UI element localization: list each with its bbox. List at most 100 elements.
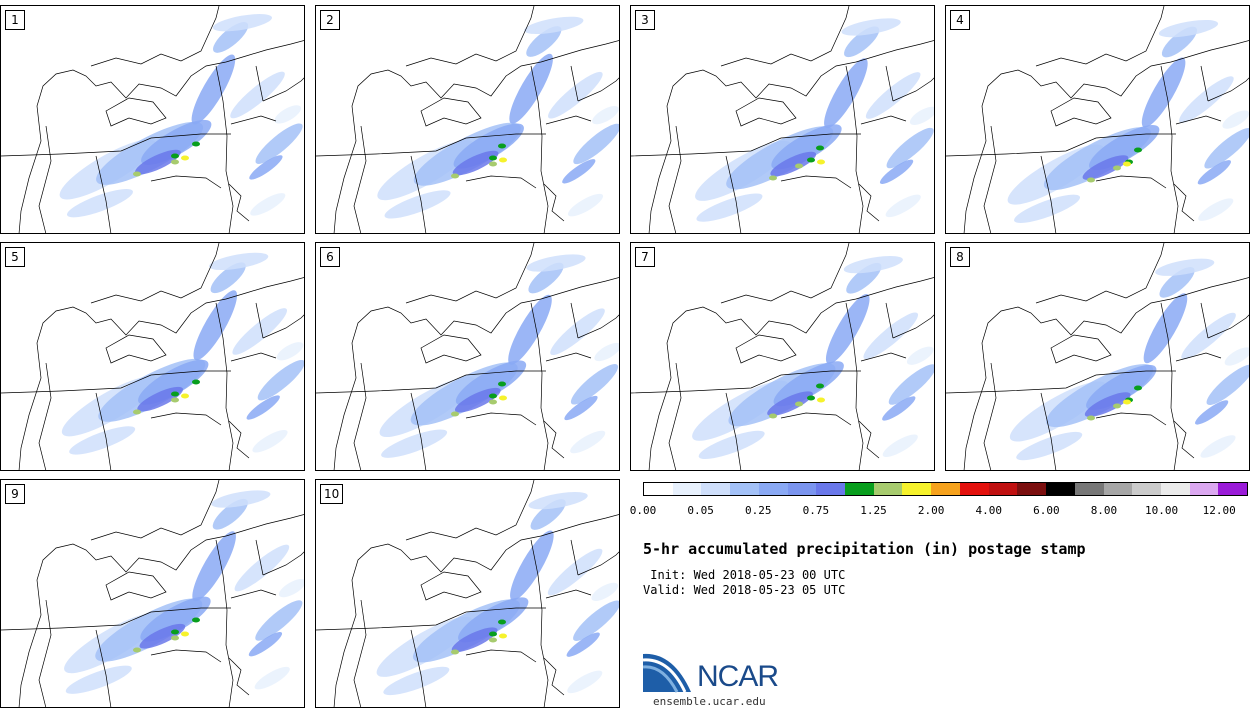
precip-area (547, 548, 603, 596)
boundary-line (410, 629, 427, 707)
heavy-precip-cell (192, 379, 200, 385)
member-number: 5 (5, 247, 25, 267)
boundary-line (543, 657, 565, 696)
boundary-line (90, 480, 220, 541)
precip-area (509, 53, 553, 124)
boundary-line (90, 243, 220, 304)
precip-area (212, 14, 273, 32)
boundary-line (1207, 314, 1249, 339)
precip-area (1206, 364, 1249, 406)
precip-area (879, 159, 914, 184)
precip-area (573, 600, 619, 642)
precip-map (316, 6, 619, 233)
colorbar-cell (988, 483, 1018, 495)
ensemble-member-panel: 3 (630, 5, 935, 234)
heavy-precip-cell (498, 381, 506, 387)
precip-area (906, 346, 934, 365)
boundary-line (1160, 302, 1179, 470)
boundary-line (150, 412, 222, 426)
precip-area (841, 18, 901, 36)
precip-area (1082, 155, 1129, 180)
colorbar-tick-label: 0.25 (744, 504, 772, 517)
precip-area (510, 530, 554, 601)
precip-area (770, 151, 817, 177)
precip-area (1224, 347, 1249, 366)
heavy-precip-cell (489, 161, 497, 167)
boundary-line (892, 314, 934, 339)
ensemble-member-panel: 2 (315, 5, 620, 234)
colorbar-tick-label: 1.25 (860, 504, 887, 517)
boundary-line (631, 133, 861, 157)
heavy-precip-cell (499, 157, 507, 163)
heavy-precip-cell (192, 141, 200, 147)
heavy-precip-cell (171, 391, 179, 397)
member-number: 7 (635, 247, 655, 267)
colorbar-cell (730, 483, 759, 495)
precip-map (946, 243, 1249, 470)
boundary-line (530, 302, 549, 470)
heavy-precip-cell (181, 155, 189, 161)
colorbar-tick-label: 6.00 (1033, 504, 1060, 517)
boundary-line (405, 243, 535, 304)
boundary-line (420, 97, 482, 127)
ensemble-member-panel: 1 (0, 5, 305, 234)
precip-area (696, 193, 763, 222)
ensemble-member-panel: 6 (315, 242, 620, 471)
precip-area (274, 105, 302, 124)
boundary-line (410, 392, 427, 470)
member-number: 3 (635, 10, 655, 30)
precip-area (526, 254, 586, 272)
precip-area (773, 361, 844, 407)
precip-area (66, 189, 133, 218)
ensemble-member-panel: 9 (0, 479, 305, 708)
boundary-line (668, 125, 682, 233)
heavy-precip-cell (171, 629, 179, 635)
precip-area (567, 193, 604, 217)
valid-time: Valid: Wed 2018-05-23 05 UTC (643, 583, 846, 597)
precip-area (65, 665, 132, 694)
boundary-line (228, 420, 250, 459)
heavy-precip-cell (133, 647, 141, 653)
boundary-line (892, 77, 934, 102)
boundary-line (228, 657, 250, 696)
precip-area (191, 54, 236, 125)
precip-area (886, 127, 934, 169)
boundary-line (1, 370, 231, 394)
boundary-line (631, 370, 861, 394)
precip-area (140, 596, 211, 642)
precip-area (383, 666, 450, 696)
precip-area (135, 149, 181, 175)
precip-area (1014, 194, 1081, 223)
precip-area (771, 124, 842, 170)
precip-map (1, 480, 304, 707)
boundary-line (885, 302, 894, 339)
boundary-line (648, 277, 934, 470)
precip-area (249, 155, 283, 180)
precip-area (1179, 76, 1234, 123)
ensemble-member-panel: 5 (0, 242, 305, 471)
boundary-line (255, 65, 264, 102)
colorbar-tick-label: 0.00 (629, 504, 657, 517)
ensemble-member-panel: 8 (945, 242, 1250, 471)
boundary-line (725, 392, 742, 470)
boundary-line (530, 539, 549, 707)
precip-area (909, 106, 934, 125)
heavy-precip-cell (133, 171, 141, 177)
boundary-line (465, 649, 537, 663)
heavy-precip-cell (1113, 165, 1121, 171)
colorbar-cell (787, 483, 817, 495)
heavy-precip-cell (816, 145, 824, 151)
boundary-line (316, 370, 546, 394)
heavy-precip-cell (1134, 385, 1142, 391)
member-number: 9 (5, 484, 25, 504)
boundary-line (465, 175, 537, 189)
heavy-precip-cell (498, 619, 506, 625)
colorbar-cell (959, 483, 989, 495)
boundary-line (1, 133, 231, 157)
heavy-precip-cell (181, 393, 189, 399)
precip-area (250, 193, 286, 216)
boundary-line (570, 539, 579, 576)
boundary-line (1095, 412, 1167, 426)
heavy-precip-cell (769, 175, 777, 181)
precip-area (248, 632, 283, 657)
